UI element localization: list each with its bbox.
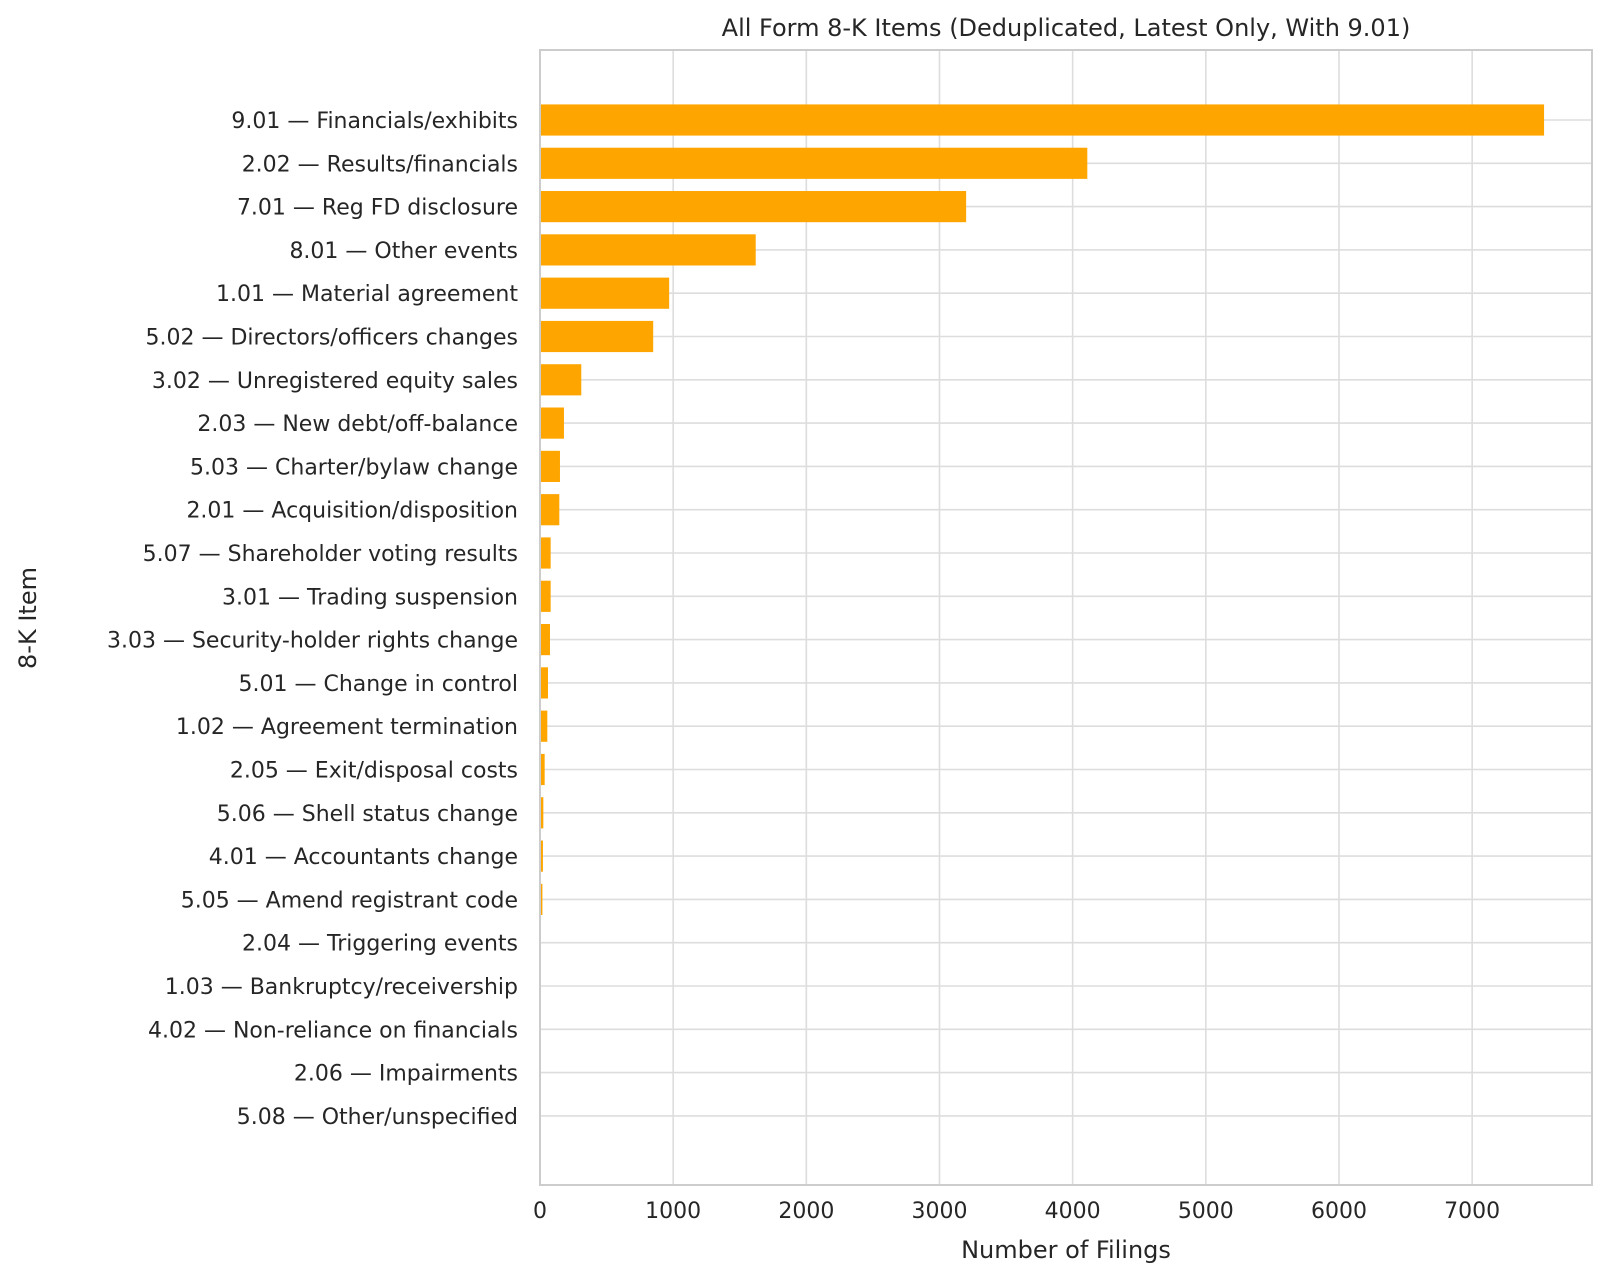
y-tick-label: 4.02 — Non-reliance on financials	[148, 1018, 518, 1043]
bar	[540, 407, 564, 439]
bar	[540, 883, 543, 915]
x-axis-title: Number of Filings	[961, 1236, 1171, 1264]
x-tick-label: 0	[533, 1199, 547, 1224]
y-tick-label: 2.04 — Triggering events	[242, 932, 518, 957]
bar	[540, 667, 548, 699]
y-tick-label: 5.08 — Other/unspecified	[237, 1105, 518, 1130]
bar	[540, 494, 560, 526]
y-tick-label: 5.07 — Shareholder voting results	[143, 542, 518, 567]
y-tick-label: 9.01 — Financials/exhibits	[231, 109, 518, 134]
x-tick-label: 6000	[1311, 1199, 1367, 1224]
x-tick-label: 2000	[778, 1199, 834, 1224]
y-tick-label: 2.02 — Results/financials	[242, 152, 518, 177]
bar	[540, 537, 551, 569]
y-tick-label: 3.01 — Trading suspension	[222, 585, 518, 610]
bar	[540, 840, 543, 872]
bar	[540, 624, 550, 656]
plot-frame	[539, 49, 1593, 1186]
x-tick-label: 5000	[1178, 1199, 1234, 1224]
bar	[540, 450, 560, 482]
x-tick-label: 7000	[1444, 1199, 1500, 1224]
y-tick-label: 1.01 — Material agreement	[216, 282, 518, 307]
y-tick-label: 5.06 — Shell status change	[217, 802, 518, 827]
y-tick-label: 3.02 — Unregistered equity sales	[152, 369, 518, 394]
bars	[540, 104, 1545, 1132]
x-tick-label: 3000	[911, 1199, 967, 1224]
bar	[540, 753, 545, 786]
y-tick-label: 5.02 — Directors/officers changes	[145, 326, 518, 351]
y-tick-label: 1.03 — Bankruptcy/receivership	[165, 975, 518, 1000]
bar	[540, 234, 756, 266]
y-tick-label: 2.05 — Exit/disposal costs	[230, 759, 518, 784]
x-tick-label: 1000	[645, 1199, 701, 1224]
y-tick-label: 2.03 — New debt/off-balance	[197, 412, 518, 437]
bar	[540, 710, 548, 742]
bar	[540, 364, 582, 396]
y-tick-label: 5.01 — Change in control	[238, 672, 518, 697]
y-tick-label: 7.01 — Reg FD disclosure	[237, 196, 518, 221]
y-tick-label: 1.02 — Agreement termination	[176, 715, 518, 740]
chart-title: All Form 8-K Items (Deduplicated, Latest…	[722, 14, 1411, 42]
y-tick-label: 2.06 — Impairments	[294, 1062, 518, 1087]
y-tick-label: 5.03 — Charter/bylaw change	[190, 455, 518, 480]
y-tick-label: 5.05 — Amend registrant code	[181, 888, 518, 913]
y-tick-label: 3.03 — Security-holder rights change	[107, 629, 518, 654]
x-tick-label: 4000	[1045, 1199, 1101, 1224]
y-tick-label: 2.01 — Acquisition/disposition	[186, 499, 518, 524]
x-tick-labels: 0 1000 2000 3000 4000 5000 6000 7000	[533, 1199, 1500, 1224]
bar	[540, 797, 544, 829]
y-tick-label: 8.01 — Other events	[289, 239, 518, 264]
bar	[540, 277, 670, 309]
bar	[540, 191, 967, 223]
bar	[540, 147, 1088, 179]
y-tick-labels: 9.01 — Financials/exhibits 2.02 — Results…	[107, 109, 518, 1130]
y-tick-label: 4.01 — Accountants change	[209, 845, 518, 870]
bar	[540, 320, 654, 353]
y-axis-title: 8-K Item	[14, 567, 42, 669]
bar	[540, 104, 1545, 136]
bar	[540, 580, 551, 612]
